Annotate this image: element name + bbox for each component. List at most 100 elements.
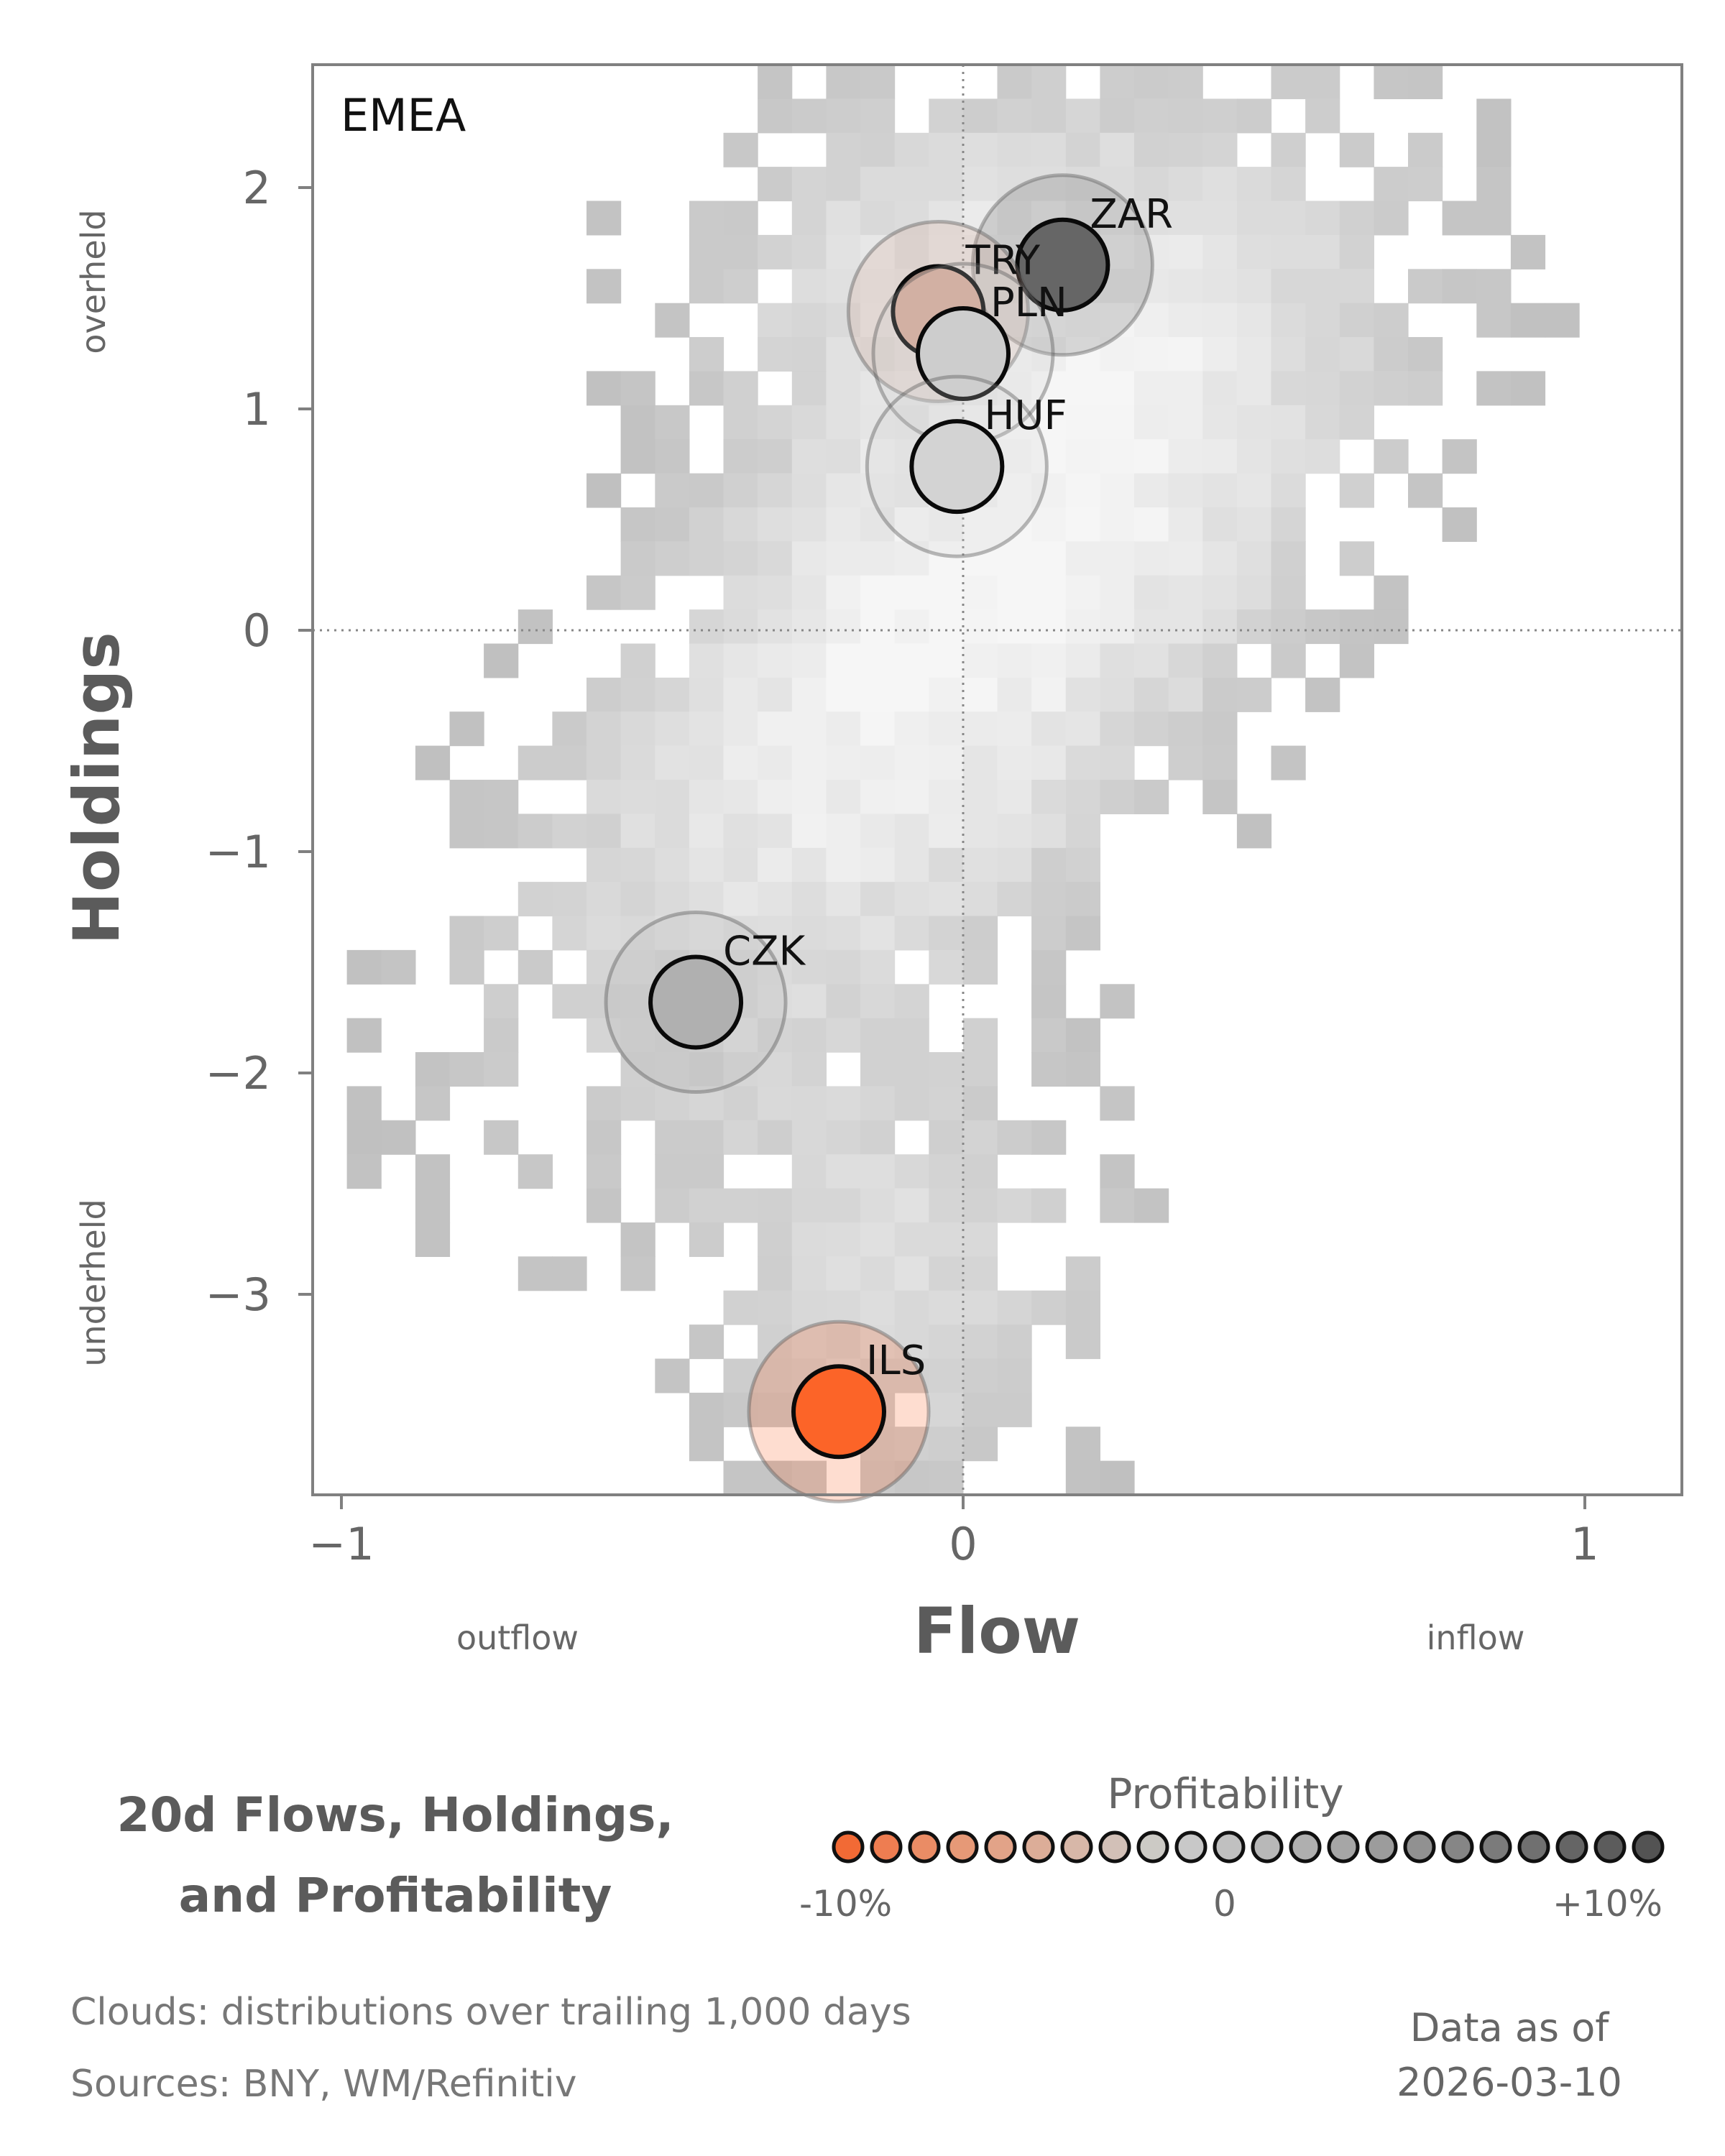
cloud-cell <box>791 677 827 712</box>
cloud-cell <box>723 575 758 610</box>
cloud-cell <box>860 1086 896 1121</box>
point-marker <box>1015 217 1110 313</box>
cloud-cell <box>997 541 1032 576</box>
cloud-cell <box>997 65 1032 99</box>
cloud-cell <box>689 473 724 508</box>
cloud-cell <box>1031 1188 1067 1223</box>
cloud-cell <box>620 882 656 917</box>
cloud-cell <box>1065 916 1100 951</box>
cloud-cell <box>518 745 553 780</box>
cloud-cell <box>894 1018 929 1053</box>
cloud-cell <box>1305 234 1340 270</box>
cloud-cell <box>758 1256 793 1291</box>
cloud-cell <box>723 780 758 814</box>
cloud-cell <box>894 167 929 202</box>
cloud-cell <box>1031 371 1067 406</box>
cloud-cell <box>723 1392 758 1427</box>
cloud-cell <box>655 439 690 474</box>
cloud-cell <box>1168 575 1203 610</box>
cloud-cell <box>758 473 793 508</box>
cloud-cell <box>962 541 998 576</box>
cloud-cell <box>929 1120 964 1155</box>
cloud-cell <box>346 949 382 985</box>
cloud-cell <box>1134 780 1169 814</box>
cloud-cell <box>449 949 484 985</box>
cloud-cell <box>1134 337 1169 372</box>
cloud-cell <box>1510 371 1546 406</box>
cloud-cell <box>826 167 861 202</box>
cloud-cell <box>586 745 622 780</box>
cloud-cell <box>791 98 827 134</box>
cloud-cell <box>962 1290 998 1325</box>
cloud-cell <box>860 541 896 576</box>
cloud-cell <box>586 371 622 406</box>
cloud-cell <box>929 1256 964 1291</box>
cloud-cell <box>1031 609 1067 645</box>
legend-swatch <box>1251 1830 1284 1864</box>
cloud-cell <box>1134 167 1169 202</box>
cloud-cell <box>381 1120 416 1155</box>
cloud-cell <box>894 847 929 883</box>
cloud-cell <box>929 1460 964 1496</box>
cloud-cell <box>723 882 758 917</box>
cloud-cell <box>655 541 690 576</box>
cloud-cell <box>415 1154 451 1189</box>
cloud-cell <box>962 1222 998 1257</box>
cloud-cell <box>1236 609 1272 645</box>
cloud-cell <box>586 1188 622 1223</box>
cloud-cell <box>1202 98 1238 134</box>
cloud-cell <box>586 916 622 951</box>
cloud-cell <box>1271 201 1306 236</box>
cloud-cell <box>1510 303 1546 338</box>
cloud-cell <box>1100 507 1135 542</box>
cloud-cell <box>1236 575 1272 610</box>
cloud-cell <box>689 1325 724 1360</box>
legend-swatch <box>832 1830 865 1864</box>
cloud-cell <box>1271 575 1306 610</box>
cloud-cell <box>962 132 998 167</box>
cloud-cell <box>860 814 896 849</box>
cloud-cell <box>791 984 827 1019</box>
cloud-cell <box>1031 575 1067 610</box>
cloud-cell <box>620 711 656 747</box>
cloud-cell <box>758 234 793 270</box>
cloud-cell <box>860 234 896 270</box>
cloud-cell <box>689 847 724 883</box>
cloud-cell <box>860 167 896 202</box>
cloud-cell <box>1134 132 1169 167</box>
cloud-cell <box>826 745 861 780</box>
cloud-cell <box>1168 609 1203 645</box>
point-label: PLN <box>990 280 1067 326</box>
legend-swatch <box>1403 1830 1436 1864</box>
cloud-cell <box>1236 814 1272 849</box>
cloud-cell <box>1202 269 1238 304</box>
cloud-cell <box>723 1188 758 1223</box>
cloud-cell <box>860 916 896 951</box>
cloud-cell <box>1476 98 1512 134</box>
cloud-cell <box>826 405 861 440</box>
data-asof-label: Data as of <box>1409 2005 1609 2050</box>
cloud-cell <box>1271 439 1306 474</box>
cloud-cell <box>1134 65 1169 99</box>
cloud-cell <box>894 1358 929 1393</box>
cloud-cell <box>758 677 793 712</box>
cloud-cell <box>484 643 519 678</box>
point-label: ILS <box>866 1337 926 1384</box>
cloud-cell <box>826 201 861 236</box>
cloud-cell <box>860 780 896 814</box>
cloud-cell <box>758 1325 793 1360</box>
cloud-cell <box>758 1018 793 1053</box>
point-label: TRY <box>965 237 1041 284</box>
cloud-cell <box>791 1222 827 1257</box>
cloud-cell <box>1168 98 1203 134</box>
cloud-cell <box>620 1256 656 1291</box>
cloud-cell <box>620 507 656 542</box>
cloud-cell <box>1065 643 1100 678</box>
cloud-cell <box>723 473 758 508</box>
cloud-cell <box>1031 1120 1067 1155</box>
cloud-cell <box>826 1188 861 1223</box>
cloud-cell <box>723 814 758 849</box>
legend-swatch <box>1632 1830 1665 1864</box>
cloud-cell <box>655 1358 690 1393</box>
cloud-cell <box>929 745 964 780</box>
